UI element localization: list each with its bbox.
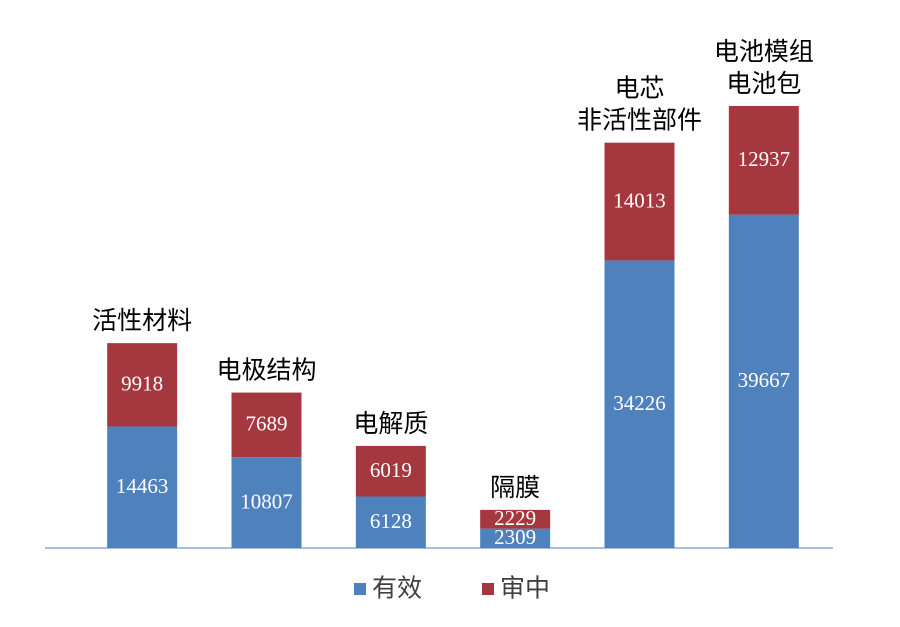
value-label: 14013 (613, 188, 666, 212)
category-label: 电芯 (614, 75, 664, 103)
category-label: 电解质 (353, 410, 428, 438)
category-label: 活性材料 (92, 307, 192, 335)
bar-segment (604, 260, 675, 548)
value-label: 6019 (370, 458, 412, 482)
bar-segment (480, 528, 551, 548)
value-label: 2229 (494, 506, 536, 530)
category-label: 隔膜 (490, 474, 540, 502)
bar-segment (231, 392, 302, 458)
bar-segment (355, 496, 426, 548)
legend-swatch (482, 583, 494, 595)
category-label: 电池包 (726, 70, 801, 98)
category-label: 电极结构 (216, 357, 316, 385)
value-label: 6128 (370, 509, 412, 533)
legend-label: 有效 (372, 575, 422, 603)
bar-segment (107, 343, 178, 427)
legend-label: 审中 (500, 575, 550, 603)
value-label: 10807 (240, 489, 293, 513)
bar-segment (728, 214, 799, 548)
value-label: 34226 (613, 391, 666, 415)
value-label: 39667 (738, 368, 791, 392)
category-label: 电池模组 (714, 38, 814, 66)
category-label: 非活性部件 (577, 107, 702, 135)
value-label: 2309 (494, 525, 536, 549)
value-label: 12937 (738, 147, 791, 171)
bar-segment (604, 142, 675, 261)
bar-segment (728, 106, 799, 215)
value-label: 9918 (121, 372, 163, 396)
bar-segment (480, 509, 551, 529)
legend-swatch (354, 583, 366, 595)
bar-segment (231, 457, 302, 548)
value-label: 14463 (116, 474, 169, 498)
bar-segment (107, 426, 178, 548)
value-label: 7689 (246, 412, 288, 436)
bar-segment (355, 445, 426, 497)
